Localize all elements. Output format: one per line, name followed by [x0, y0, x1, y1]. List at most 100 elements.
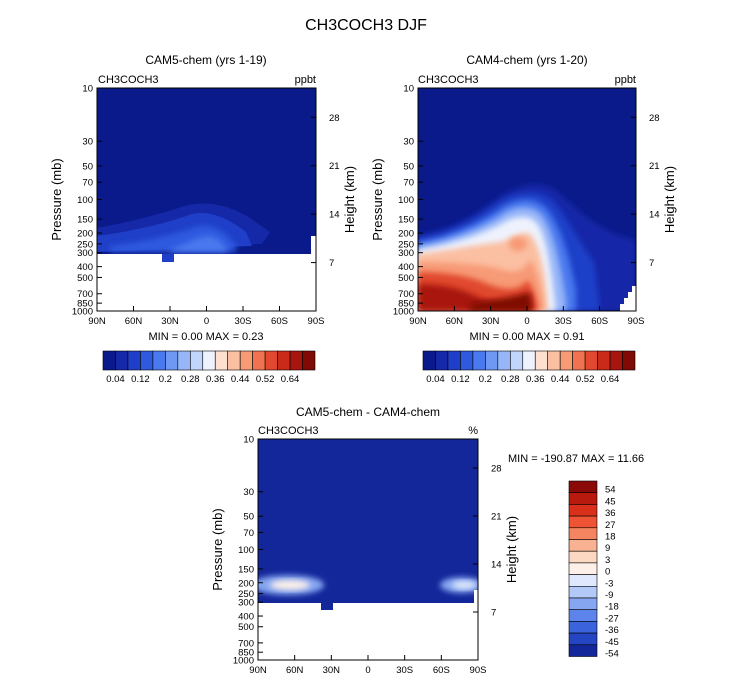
y2-axis-title: Height (km): [662, 166, 677, 233]
colorbar-swatch: [202, 350, 216, 371]
x-tick-label: 60S: [591, 316, 608, 327]
colorbar-label: 0: [605, 567, 610, 578]
topography-block: [162, 254, 174, 262]
x-tick-label: 90N: [249, 665, 267, 676]
colorbar-label: 0.36: [206, 374, 225, 385]
colorbar-label: 0.12: [451, 374, 470, 385]
contour-anomaly-east-inner: [452, 581, 476, 589]
y-tick-label: 200: [77, 229, 93, 240]
colorbar-swatch: [460, 350, 474, 371]
colorbar-label: 0.52: [576, 374, 595, 385]
y2-tick-label: 7: [649, 258, 654, 269]
y-tick-label: 50: [243, 512, 254, 523]
topography-block: [321, 603, 333, 610]
x-tick-label: 30N: [323, 665, 341, 676]
colorbar-swatch: [214, 350, 229, 371]
y-tick-label: 200: [398, 229, 414, 240]
x-tick-label: 0: [365, 665, 370, 676]
colorbar-swatch: [597, 350, 611, 371]
edge-block: [311, 236, 316, 254]
colorbar-swatch: [568, 539, 598, 552]
colorbar-swatch: [422, 350, 436, 371]
x-tick-label: 90S: [628, 316, 645, 327]
colorbar-swatch: [572, 350, 586, 371]
colorbar-label: 9: [605, 543, 610, 554]
edge-block: [474, 590, 478, 603]
surface-mask: [97, 254, 316, 311]
colorbar-swatch: [289, 350, 303, 371]
colorbar-swatch: [140, 350, 154, 371]
y-tick-label: 400: [398, 262, 414, 273]
contour-hotspot: [509, 237, 527, 251]
y-tick-label: 850: [77, 299, 93, 310]
colorbar-label: 0.28: [501, 374, 520, 385]
min-max-readout: MIN = 0.00 MAX = 0.23: [149, 331, 264, 343]
x-tick-label: 30N: [482, 316, 500, 327]
y-tick-label: 10: [243, 435, 254, 446]
colorbar-swatch: [447, 350, 461, 371]
y-tick-label: 100: [398, 195, 414, 206]
colorbar-swatch: [568, 562, 598, 575]
colorbar-label: 3: [605, 555, 610, 566]
units-label: ppbt: [295, 74, 316, 86]
y2-axis-title: Height (km): [504, 516, 519, 583]
y-tick-label: 10: [82, 84, 93, 95]
x-tick-label: 0: [204, 316, 209, 327]
colorbar: 0.04 0.12 0.2 0.28 0.36 0.44 0.52 0.64: [102, 350, 316, 385]
colorbar-swatch: [568, 480, 598, 493]
y-tick-label: 850: [398, 299, 414, 310]
colorbar-swatch: [568, 515, 598, 529]
panel-title: CAM5-chem (yrs 1-19): [145, 53, 266, 67]
colorbar-swatch: [127, 350, 141, 371]
y2-tick-label: 28: [649, 113, 660, 124]
topography-mask: [620, 286, 636, 311]
colorbar-swatch: [568, 597, 598, 610]
y-tick-label: 50: [403, 161, 414, 172]
y-tick-label: 1000: [233, 656, 254, 667]
colorbar-label: 36: [605, 508, 616, 519]
y-tick-label: 30: [243, 487, 254, 498]
panel-cam4: CAM4-chem (yrs 1-20) CH3COCH3 ppbt 10 30 5…: [370, 53, 677, 385]
colorbar-label: 0.12: [131, 374, 150, 385]
x-tick-label: 0: [524, 316, 529, 327]
colorbar-label: 45: [605, 496, 616, 507]
colorbar-swatch: [568, 550, 598, 564]
colorbar-label: 0.36: [526, 374, 545, 385]
y-tick-label: 30: [82, 137, 93, 148]
colorbar-label: 0.2: [479, 374, 492, 385]
y-axis-title: Pressure (mb): [210, 508, 225, 590]
colorbar-swatch: [559, 350, 573, 371]
colorbar-swatch: [622, 350, 636, 371]
colorbar-swatch: [264, 350, 278, 371]
colorbar-label: 18: [605, 532, 616, 543]
y-tick-label: 70: [403, 178, 414, 189]
y-tick-label: 400: [238, 612, 254, 623]
colorbar-swatch: [485, 350, 499, 371]
y-tick-label: 700: [77, 289, 93, 300]
y-tick-label: 200: [238, 578, 254, 589]
y-tick-label: 150: [77, 215, 93, 226]
colorbar-swatch: [165, 350, 179, 371]
min-max-readout: MIN = 0.00 MAX = 0.91: [470, 331, 585, 343]
colorbar-swatch: [497, 350, 511, 371]
colorbar-swatch: [547, 350, 561, 371]
y-tick-label: 1000: [393, 307, 414, 318]
x-tick-label: 90S: [308, 316, 325, 327]
x-tick-label: 60N: [286, 665, 304, 676]
panel-title: CAM4-chem (yrs 1-20): [466, 53, 587, 67]
y2-tick-label: 21: [649, 161, 660, 172]
colorbar-swatch: [102, 350, 116, 371]
units-label: ppbt: [615, 74, 636, 86]
colorbar-swatch: [277, 350, 291, 371]
y-tick-label: 300: [77, 248, 93, 259]
y-axis-title: Pressure (mb): [370, 158, 385, 240]
colorbar-swatch: [568, 632, 598, 646]
x-tick-label: 30S: [235, 316, 252, 327]
y2-tick-label: 21: [491, 512, 502, 523]
y-tick-label: 500: [238, 622, 254, 633]
y2-tick-label: 14: [491, 560, 502, 571]
contour-anomaly-west-inner: [270, 580, 310, 590]
y-tick-label: 850: [238, 648, 254, 659]
axes: 1030507010015020025030040050070085010009…: [49, 84, 357, 328]
colorbar-swatch: [189, 350, 204, 371]
